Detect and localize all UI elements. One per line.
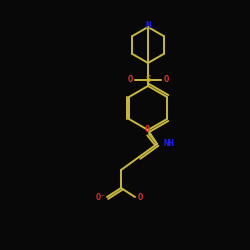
Text: O: O <box>137 194 143 202</box>
Text: O: O <box>144 124 150 134</box>
Text: N: N <box>145 22 151 30</box>
Text: S: S <box>145 76 151 84</box>
Text: NH: NH <box>164 140 174 148</box>
Text: O: O <box>163 76 169 84</box>
Text: O⁻: O⁻ <box>96 194 106 202</box>
Text: O: O <box>127 76 133 84</box>
